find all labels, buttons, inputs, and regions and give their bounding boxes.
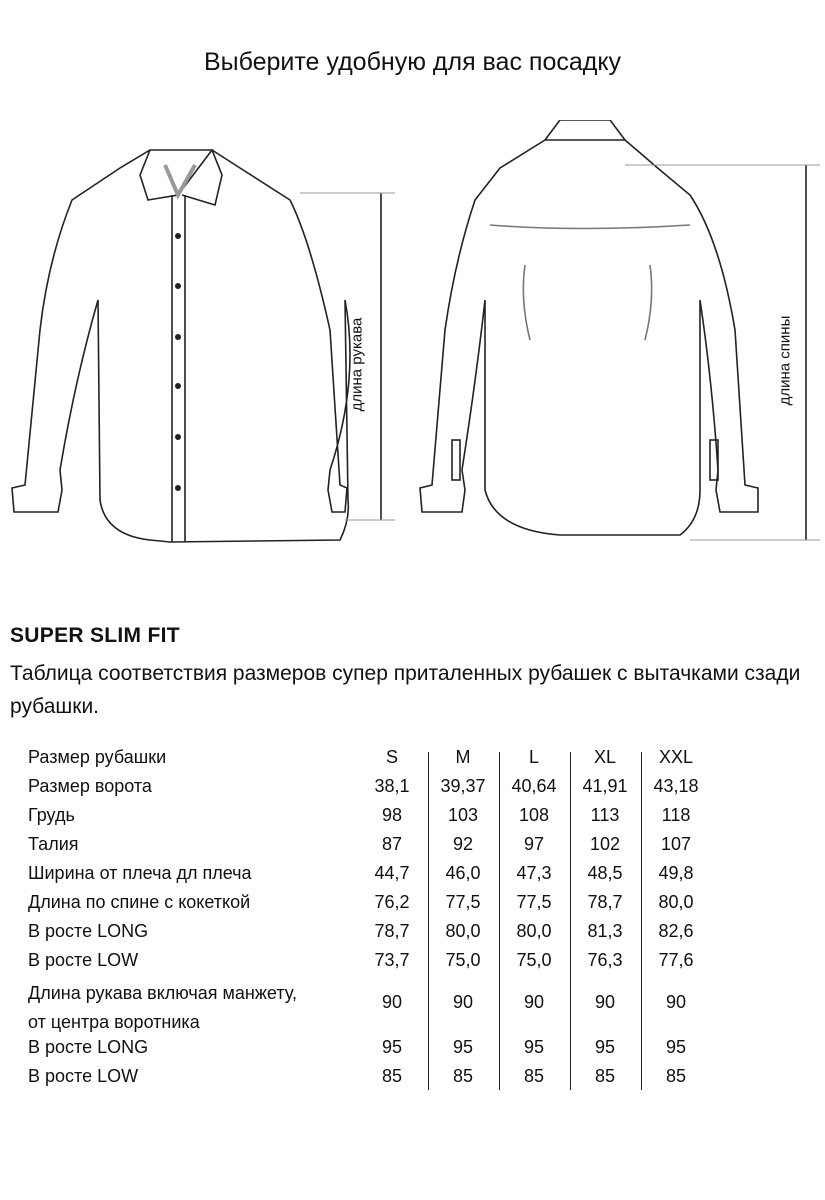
- size-header: M: [455, 747, 471, 767]
- table-cell: 47,3: [516, 863, 552, 883]
- table-description: Таблица соответствия размеров супер прит…: [10, 662, 801, 718]
- table-cell: 108: [518, 805, 550, 825]
- table-cell: 90: [452, 992, 474, 1012]
- table-cell: 85: [523, 1066, 545, 1086]
- row-label: Размер ворота: [28, 776, 152, 796]
- table-cell: 81,3: [587, 921, 623, 941]
- column-divider: [641, 752, 642, 1090]
- table-row: Талия 87 92 97 102 107: [0, 834, 825, 863]
- table-cell: 87: [381, 834, 403, 854]
- back-length-dimension: [625, 164, 820, 541]
- table-row: Длина по спине с кокеткой 76,2 77,5 77,5 78,…: [0, 892, 825, 921]
- row-label: В росте LONG: [28, 921, 149, 941]
- table-cell: 80,0: [445, 921, 481, 941]
- sleeve-length-label: длина рукава: [348, 317, 366, 412]
- table-row: В росте LOW 73,7 75,0 75,0 76,3 77,6: [0, 950, 825, 979]
- table-row: Ширина от плеча дл плеча 44,7 46,0 47,3 48,5…: [0, 863, 825, 892]
- table-cell: 103: [447, 805, 479, 825]
- table-row: Длина рукава включая манжету, от центра в…: [0, 979, 825, 1037]
- table-row: Грудь 98 103 108 113 118: [0, 805, 825, 834]
- table-cell: 77,5: [445, 892, 481, 912]
- table-cell: 48,5: [587, 863, 623, 883]
- table-cell: 107: [660, 834, 692, 854]
- table-cell: 39,37: [440, 776, 486, 796]
- table-cell: 95: [665, 1037, 687, 1057]
- table-cell: 46,0: [445, 863, 481, 883]
- table-cell: 38,1: [374, 776, 410, 796]
- table-row: В росте LONG 95 95 95 95 95: [0, 1037, 825, 1066]
- row-label: В росте LOW: [28, 950, 139, 970]
- column-divider: [570, 752, 571, 1090]
- table-cell: 85: [665, 1066, 687, 1086]
- back-length-label: длина спины: [776, 315, 794, 406]
- table-cell: 90: [665, 992, 687, 1012]
- row-label: Длина рукава включая манжету, от центра в…: [28, 979, 297, 1037]
- header-label: Размер рубашки: [28, 747, 167, 767]
- row-label: Талия: [28, 834, 79, 854]
- table-cell: 77,5: [516, 892, 552, 912]
- size-header: XXL: [658, 747, 694, 767]
- row-label: Длина по спине с кокеткой: [28, 892, 251, 912]
- sleeve-length-dimension: [300, 192, 395, 521]
- table-cell: 78,7: [587, 892, 623, 912]
- table-cell: 102: [589, 834, 621, 854]
- table-row: В росте LOW 85 85 85 85 85: [0, 1066, 825, 1095]
- table-cell: 85: [452, 1066, 474, 1086]
- table-cell: 49,8: [658, 863, 694, 883]
- table-cell: 90: [523, 992, 545, 1012]
- table-cell: 41,91: [582, 776, 628, 796]
- size-header: XL: [593, 747, 617, 767]
- table-cell: 90: [594, 992, 616, 1012]
- table-cell: 98: [381, 805, 403, 825]
- row-label: Ширина от плеча дл плеча: [28, 863, 252, 883]
- table-row: Размер ворота 38,1 39,37 40,64 41,91 43,18: [0, 776, 825, 805]
- table-cell: 40,64: [511, 776, 557, 796]
- size-header: S: [385, 747, 398, 767]
- table-cell: 80,0: [516, 921, 552, 941]
- table-cell: 97: [523, 834, 545, 854]
- table-cell: 75,0: [516, 950, 552, 970]
- table-cell: 113: [590, 805, 620, 825]
- row-label: В росте LONG: [28, 1037, 149, 1057]
- row-label-line: Длина рукава включая манжету,: [28, 983, 297, 1003]
- table-cell: 78,7: [374, 921, 410, 941]
- table-cell: 76,2: [374, 892, 410, 912]
- table-cell: 118: [661, 805, 691, 825]
- table-cell: 43,18: [653, 776, 699, 796]
- shirt-front-drawing: [11, 149, 351, 543]
- shirt-diagram: [11, 120, 820, 543]
- column-divider: [428, 752, 429, 1090]
- row-label: Грудь: [28, 805, 75, 825]
- table-cell: 95: [452, 1037, 474, 1057]
- table-cell: 82,6: [658, 921, 694, 941]
- table-cell: 95: [381, 1037, 403, 1057]
- table-cell: 77,6: [658, 950, 694, 970]
- table-cell: 85: [381, 1066, 403, 1086]
- row-label: В росте LOW: [28, 1066, 139, 1086]
- table-cell: 85: [594, 1066, 616, 1086]
- column-divider: [499, 752, 500, 1090]
- table-header-row: Размер рубашки S M L XL XXL: [0, 747, 825, 776]
- table-row: В росте LONG 78,7 80,0 80,0 81,3 82,6: [0, 921, 825, 950]
- table-cell: 80,0: [658, 892, 694, 912]
- table-cell: 44,7: [374, 863, 410, 883]
- page-title: Выберите удобную для вас посадку: [203, 48, 622, 76]
- table-cell: 75,0: [445, 950, 481, 970]
- row-label-line: от центра воротника: [28, 1012, 200, 1032]
- size-header: L: [528, 747, 539, 767]
- table-cell: 95: [594, 1037, 616, 1057]
- shirt-back-drawing: [419, 120, 759, 536]
- table-cell: 76,3: [587, 950, 623, 970]
- table-cell: 73,7: [374, 950, 410, 970]
- fit-heading: SUPER SLIM FIT: [10, 624, 180, 647]
- table-cell: 90: [381, 992, 403, 1012]
- table-cell: 92: [452, 834, 474, 854]
- table-cell: 95: [523, 1037, 545, 1057]
